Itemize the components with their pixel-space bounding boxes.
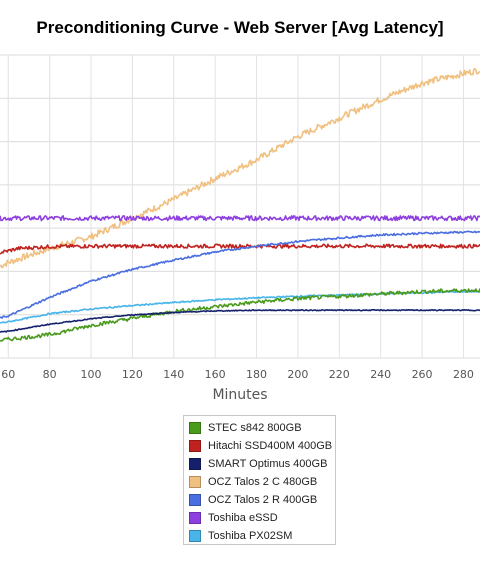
legend-swatch: [189, 422, 201, 434]
legend-label: SMART Optimus 400GB: [208, 458, 328, 470]
x-tick-label: 160: [205, 368, 226, 381]
legend-label: Toshiba eSSD: [208, 512, 278, 524]
legend-item: OCZ Talos 2 R 400GB: [189, 491, 335, 509]
chart-title: Preconditioning Curve - Web Server [Avg …: [36, 18, 444, 37]
legend-item: OCZ Talos 2 C 480GB: [189, 473, 335, 491]
series-line-ocz-talos-2-c-480gb: [0, 67, 480, 269]
legend-swatch: [189, 512, 201, 524]
legend-item: Hitachi SSD400M 400GB: [189, 437, 335, 455]
x-tick-label: 200: [287, 368, 308, 381]
x-tick-labels: 60 80 100 120 140 160 180 200 220 240 260 280: [1, 368, 474, 381]
grid: [0, 54, 480, 359]
legend-label: OCZ Talos 2 C 480GB: [208, 476, 318, 488]
series-line-stec-s842-800gb: [0, 288, 480, 342]
series-line-hitachi-ssd400m-400gb: [0, 243, 480, 255]
x-tick-label: 100: [81, 368, 102, 381]
x-axis-label: Minutes: [212, 387, 268, 403]
series-line-toshiba-essd: [0, 215, 480, 222]
legend-swatch: [189, 494, 201, 506]
x-tick-label: 80: [43, 368, 57, 381]
legend-item: STEC s842 800GB: [189, 419, 335, 437]
series-line-toshiba-px02sm: [0, 290, 480, 324]
x-tick-label: 260: [412, 368, 433, 381]
plot-area: 60 80 100 120 140 160 180 200 220 240 260 280: [0, 54, 480, 381]
legend-swatch: [189, 458, 201, 470]
legend-item: Toshiba eSSD: [189, 509, 335, 527]
legend-item: Toshiba PX02SM: [189, 527, 335, 545]
legend-label: OCZ Talos 2 R 400GB: [208, 494, 318, 506]
legend-label: STEC s842 800GB: [208, 422, 302, 434]
legend-swatch: [189, 476, 201, 488]
x-tick-label: 280: [453, 368, 474, 381]
x-tick-label: 60: [1, 368, 15, 381]
legend: STEC s842 800GB Hitachi SSD400M 400GB SMAR…: [183, 415, 336, 545]
legend-label: Toshiba PX02SM: [208, 530, 293, 542]
series-layer: [0, 67, 480, 342]
x-tick-label: 140: [163, 368, 184, 381]
legend-swatch: [189, 530, 201, 542]
x-tick-label: 220: [329, 368, 350, 381]
x-tick-label: 240: [370, 368, 391, 381]
legend-item: SMART Optimus 400GB: [189, 455, 335, 473]
x-tick-label: 120: [122, 368, 143, 381]
series-line-smart-optimus-400gb: [0, 309, 480, 333]
legend-label: Hitachi SSD400M 400GB: [208, 440, 333, 452]
legend-swatch: [189, 440, 201, 452]
x-tick-label: 180: [246, 368, 267, 381]
series-line-ocz-talos-2-r-400gb: [0, 230, 480, 319]
